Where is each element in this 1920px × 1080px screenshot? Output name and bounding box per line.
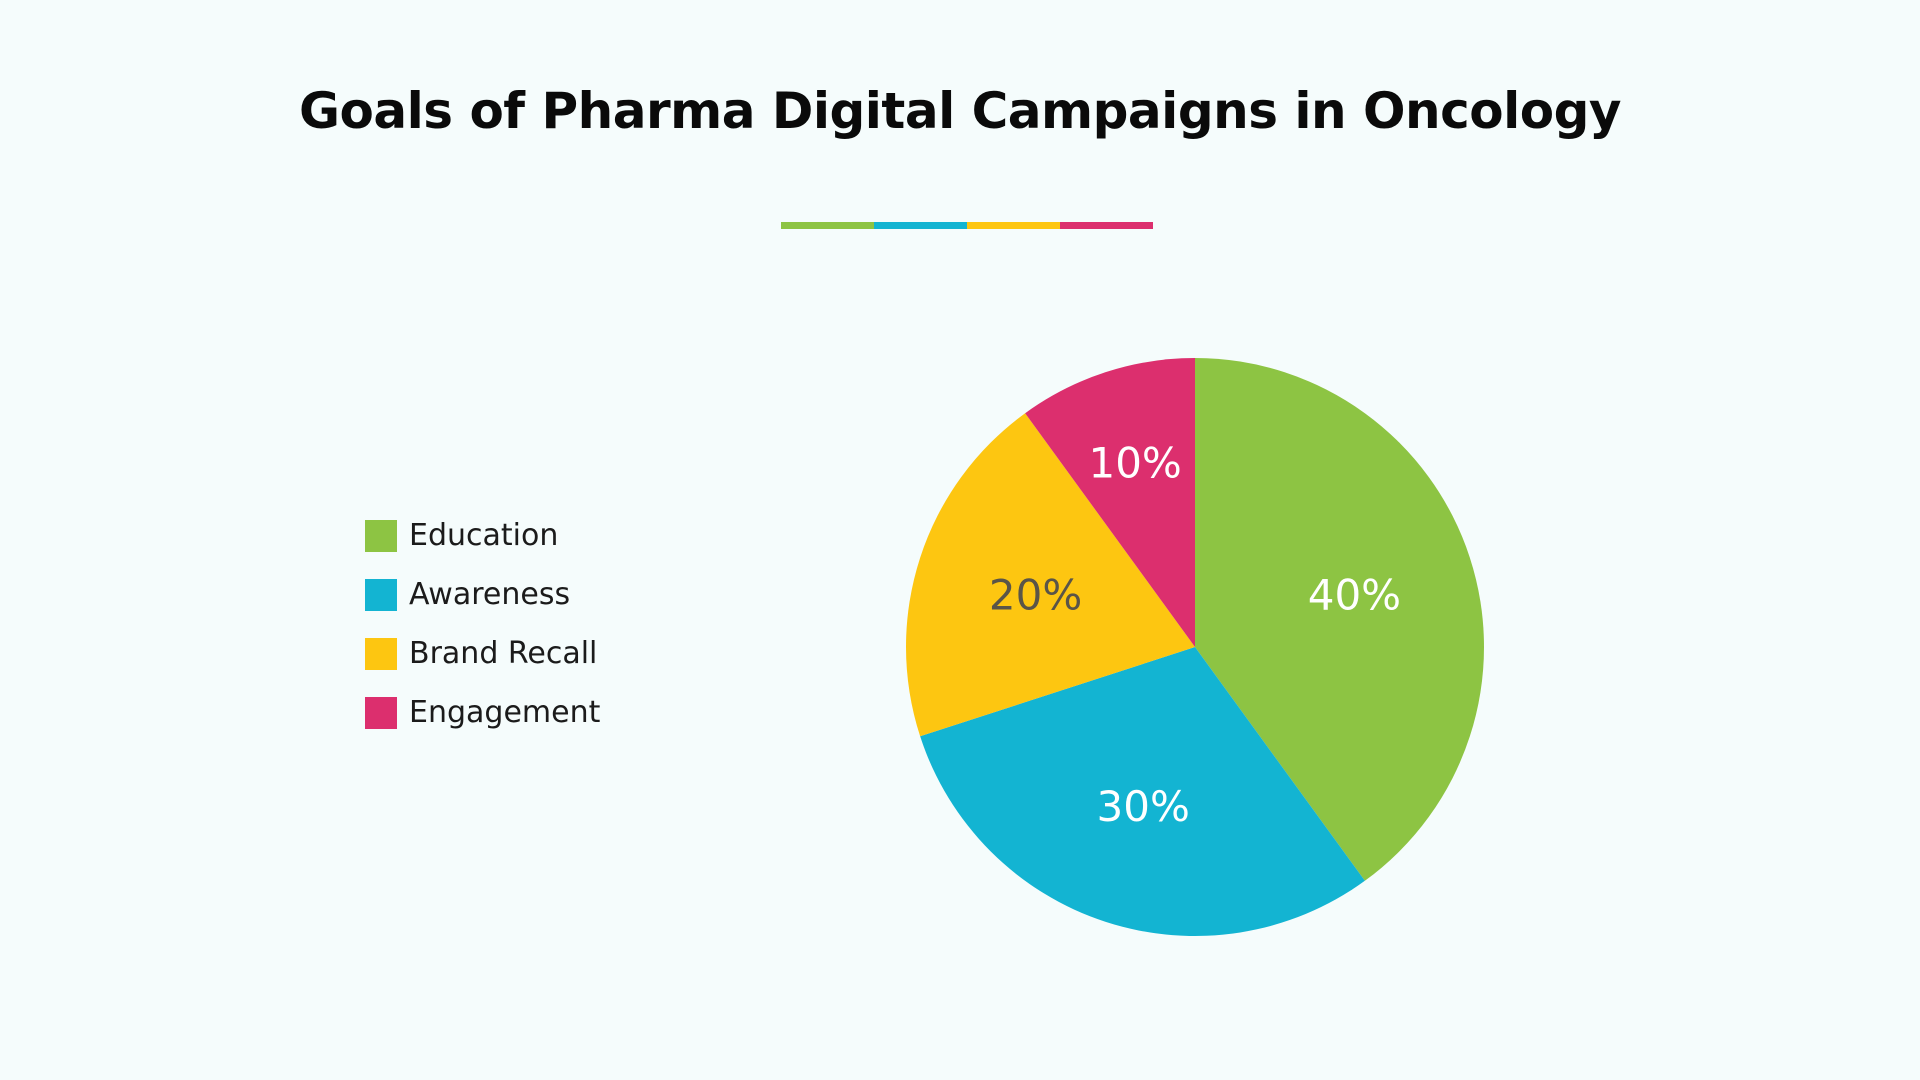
legend-item-brand-recall: Brand Recall [365, 624, 600, 683]
legend-label-brand-recall: Brand Recall [409, 636, 598, 671]
pie-labels: 40% 30% 20% 10% [989, 438, 1401, 831]
pie-label-brand-recall: 20% [989, 571, 1082, 620]
divider-segment-yellow [967, 222, 1060, 229]
title-divider [781, 222, 1153, 229]
pie-label-engagement: 10% [1088, 438, 1181, 487]
pie-slice-awareness [920, 647, 1365, 936]
pie-slice-engagement [1025, 358, 1195, 647]
legend-label-engagement: Engagement [409, 695, 601, 730]
pie-label-awareness: 30% [1097, 782, 1190, 831]
legend-label-awareness: Awareness [409, 577, 571, 612]
legend-swatch-engagement [365, 696, 397, 729]
divider-segment-pink [1060, 222, 1153, 229]
pie-label-education: 40% [1308, 571, 1401, 620]
legend-item-engagement: Engagement [365, 683, 600, 742]
legend: Education Awareness Brand Recall Engagem… [365, 506, 600, 742]
divider-segment-green [781, 222, 874, 229]
pie-slice-brand-recall [905, 413, 1195, 737]
legend-swatch-awareness [365, 578, 397, 611]
divider-segment-blue [874, 222, 967, 229]
legend-label-education: Education [409, 518, 559, 553]
pie-slice-education [1195, 358, 1484, 881]
legend-swatch-education [365, 519, 397, 552]
pie-slices [905, 358, 1484, 936]
legend-item-education: Education [365, 506, 600, 565]
legend-swatch-brand-recall [365, 637, 397, 670]
chart-title: Goals of Pharma Digital Campaigns in Onc… [299, 82, 1621, 140]
legend-item-awareness: Awareness [365, 565, 600, 624]
